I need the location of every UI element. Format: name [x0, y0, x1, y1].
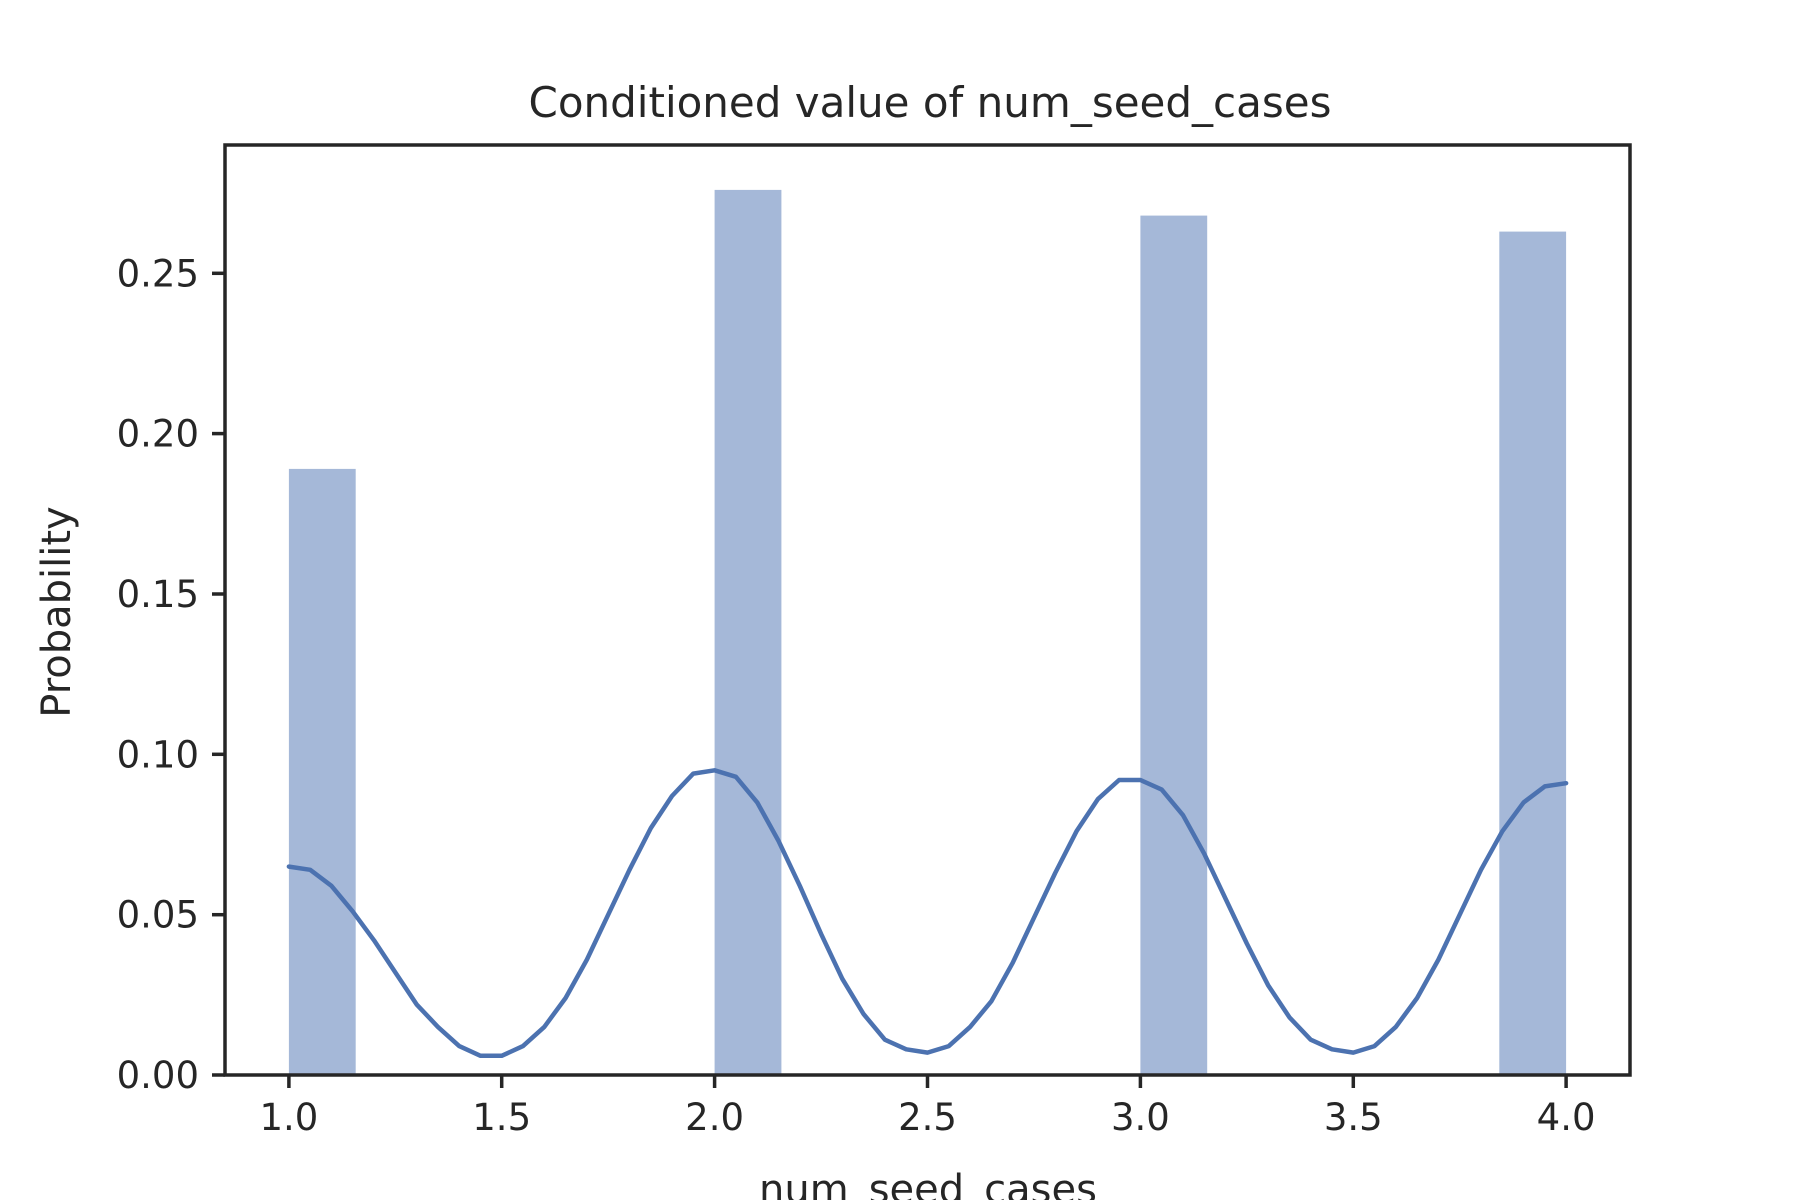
y-tick-label: 0.00: [117, 1054, 199, 1097]
histogram-bars: [288, 189, 1567, 1076]
chart-title: Conditioned value of num_seed_cases: [529, 78, 1332, 127]
x-tick-label: 1.5: [472, 1096, 531, 1139]
x-axis-title: num_seed_cases: [759, 1167, 1097, 1200]
x-tick-label: 3.5: [1324, 1096, 1383, 1139]
plot-area-frame: [223, 143, 1632, 1077]
y-tick-label: 0.20: [117, 413, 199, 456]
y-axis-title: Probability: [34, 506, 80, 717]
y-tick-label: 0.10: [117, 733, 199, 776]
y-tick-label: 0.15: [117, 573, 199, 616]
histogram-bar-3: [1140, 215, 1208, 1076]
x-axis: 1.0 1.5 2.0 2.5 3.0 3.5 4.0: [259, 1075, 1596, 1139]
x-tick-label: 1.0: [259, 1096, 318, 1139]
x-tick-label: 2.0: [685, 1096, 744, 1139]
histogram-bar-1: [288, 468, 356, 1075]
y-tick-label: 0.05: [117, 894, 199, 937]
histogram-bar-2: [714, 189, 782, 1075]
histogram-bar-4: [1499, 231, 1567, 1076]
x-tick-label: 2.5: [898, 1096, 957, 1139]
kde-density-line: [286, 768, 1569, 1059]
y-axis: 0.00 0.05 0.10 0.15 0.20 0.25: [117, 252, 225, 1097]
x-tick-label: 4.0: [1537, 1096, 1596, 1139]
x-tick-label: 3.0: [1111, 1096, 1170, 1139]
y-tick-label: 0.25: [117, 252, 199, 295]
